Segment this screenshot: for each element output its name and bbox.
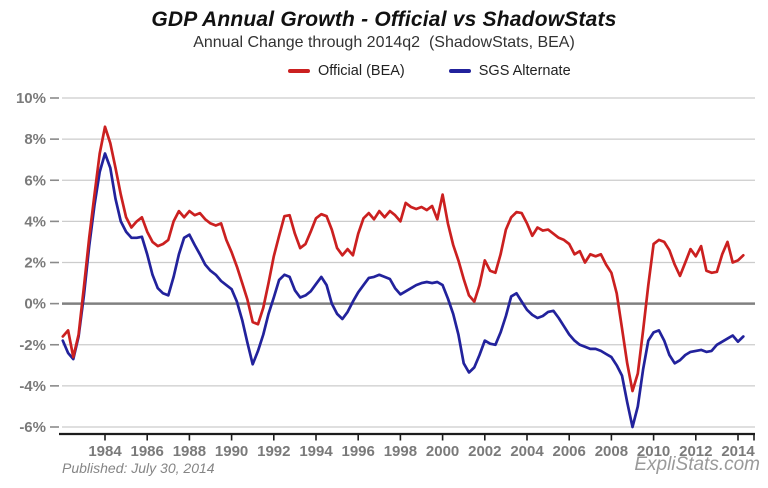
x-tick-label: 2000 bbox=[426, 443, 459, 460]
x-tick-label: 2002 bbox=[468, 443, 501, 460]
y-tick-label: 0% bbox=[24, 296, 46, 313]
y-tick-label: -2% bbox=[19, 337, 46, 354]
y-tick-label: 4% bbox=[24, 213, 46, 230]
x-tick-label: 2014 bbox=[721, 443, 755, 460]
legend-item-sgs: SGS Alternate bbox=[448, 63, 571, 79]
x-tick-label: 2008 bbox=[595, 443, 628, 460]
official-line-swatch-icon bbox=[288, 69, 310, 73]
x-tick-label: 1986 bbox=[131, 443, 164, 460]
sgs-line-swatch-icon bbox=[448, 69, 471, 73]
published-date: Published: July 30, 2014 bbox=[62, 460, 215, 476]
series-line-sgs bbox=[61, 152, 745, 429]
x-tick-label: 2006 bbox=[553, 443, 586, 460]
y-tick-label: 6% bbox=[24, 172, 46, 189]
legend-label-sgs: SGS Alternate bbox=[478, 63, 571, 79]
legend-label-official: Official (BEA) bbox=[318, 63, 405, 79]
y-tick-label: 2% bbox=[24, 255, 46, 272]
y-tick-label: 10% bbox=[16, 90, 46, 107]
y-tick-label: -4% bbox=[19, 378, 46, 395]
x-tick-label: 1996 bbox=[342, 443, 375, 460]
legend-item-official: Official (BEA) bbox=[288, 63, 405, 79]
x-tick-label: 1998 bbox=[384, 443, 417, 460]
series-line-official bbox=[61, 125, 745, 393]
y-tick-label: -6% bbox=[19, 419, 46, 436]
x-tick-label: 1984 bbox=[88, 443, 122, 460]
chart-legend: Official (BEA) SGS Alternate bbox=[288, 63, 571, 79]
chart-title: GDP Annual Growth - Official vs ShadowSt… bbox=[151, 8, 617, 31]
x-tick-label: 2010 bbox=[637, 443, 670, 460]
y-tick-label: 8% bbox=[24, 131, 46, 148]
x-tick-label: 1988 bbox=[173, 443, 206, 460]
chart-subtitle: Annual Change through 2014q2 (ShadowStat… bbox=[193, 34, 575, 51]
x-tick-label: 2004 bbox=[510, 443, 544, 460]
explistats-watermark: ExpliStats.com bbox=[634, 454, 760, 475]
x-tick-label: 1994 bbox=[299, 443, 333, 460]
x-tick-label: 1990 bbox=[215, 443, 248, 460]
x-tick-label: 2012 bbox=[679, 443, 712, 460]
x-tick-label: 1992 bbox=[257, 443, 290, 460]
